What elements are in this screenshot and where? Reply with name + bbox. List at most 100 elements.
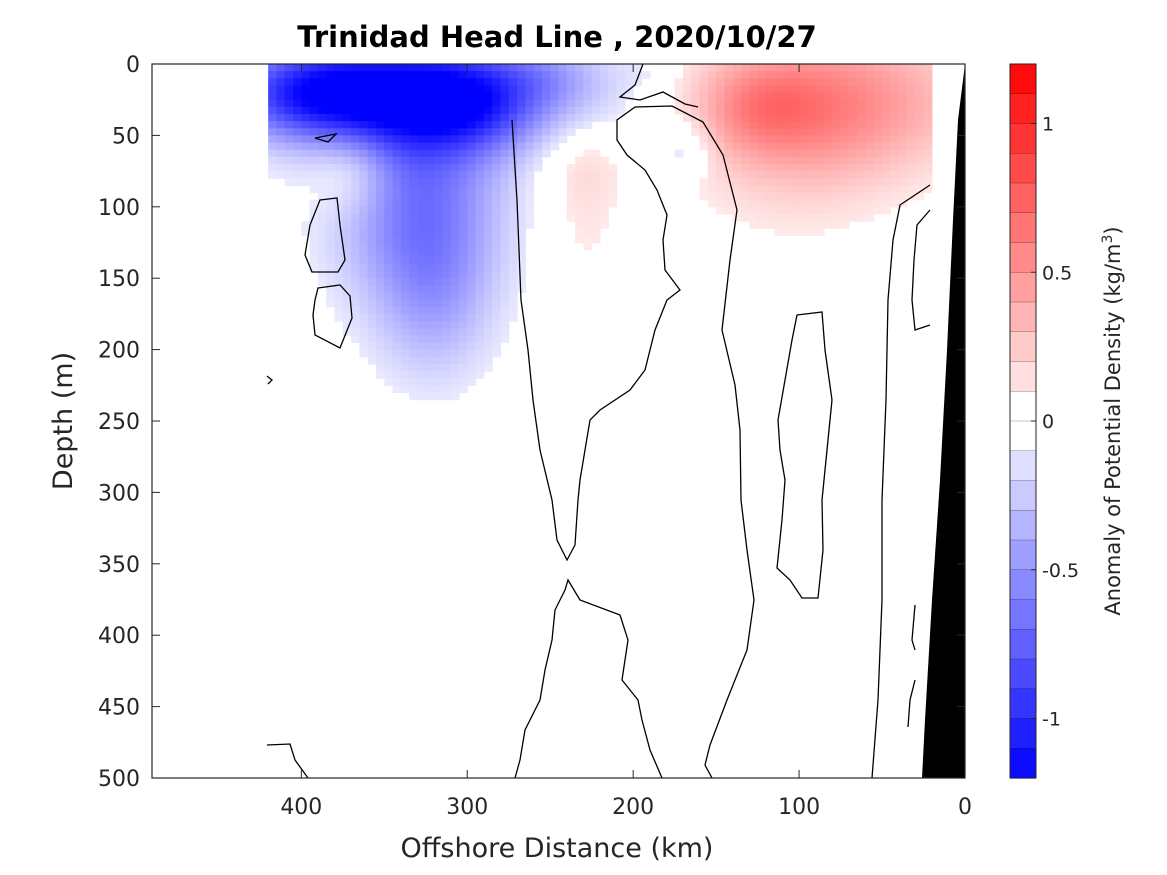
field-cell [317, 64, 327, 72]
field-cell [425, 85, 435, 94]
field-cell [541, 92, 551, 101]
field-cell [566, 99, 576, 108]
field-cell [807, 135, 817, 144]
field-cell [367, 121, 377, 129]
field-cell [293, 149, 302, 158]
field-cell [591, 106, 601, 115]
field-cell [475, 271, 485, 279]
field-cell [915, 113, 925, 122]
field-cell [458, 249, 468, 258]
field-cell [475, 278, 485, 286]
field-cell [616, 99, 626, 108]
field-cell [566, 71, 576, 79]
field-cell [351, 221, 360, 229]
field-cell [483, 235, 493, 244]
field-cell [724, 121, 734, 129]
field-cell [351, 178, 360, 186]
field-cell [508, 228, 518, 236]
field-cell [915, 99, 925, 108]
field-cell [782, 156, 792, 165]
field-cell [409, 221, 419, 229]
field-cell [500, 192, 510, 201]
field-cell [500, 71, 510, 79]
field-cell [732, 64, 742, 72]
field-cell [359, 85, 369, 94]
field-cell [541, 64, 551, 72]
field-cell [483, 113, 493, 122]
field-cell [483, 306, 493, 315]
field-cell [533, 163, 543, 172]
field-cell [392, 64, 402, 72]
colorbar-band [1010, 450, 1036, 482]
field-cell [392, 378, 402, 386]
field-cell [467, 285, 477, 294]
field-cell [492, 271, 502, 279]
field-cell [823, 221, 833, 229]
field-cell [409, 78, 419, 87]
field-cell [508, 92, 518, 101]
field-cell [450, 106, 460, 115]
field-cell [367, 228, 377, 236]
field-cell [898, 156, 908, 165]
field-cell [458, 135, 468, 144]
field-cell [458, 378, 468, 386]
field-cell [434, 192, 443, 201]
field-cell [317, 135, 327, 144]
field-cell [840, 192, 850, 201]
field-cell [400, 335, 410, 344]
field-cell [384, 142, 394, 151]
field-cell [799, 135, 808, 144]
field-cell [799, 156, 808, 165]
field-cell [417, 156, 427, 165]
field-cell [359, 156, 369, 165]
y-tick-label: 350 [98, 553, 140, 578]
field-cell [450, 378, 460, 386]
field-cell [483, 178, 493, 186]
field-cell [417, 349, 427, 358]
field-cell [757, 213, 767, 222]
field-cell [309, 178, 319, 186]
field-cell [599, 199, 609, 208]
field-cell [815, 85, 825, 94]
field-cell [815, 121, 825, 129]
field-cell [425, 149, 435, 158]
field-cell [425, 392, 435, 401]
field-cell [765, 92, 775, 101]
field-cell [799, 213, 808, 222]
field-cell [425, 228, 435, 236]
field-cell [359, 271, 369, 279]
field-cell [566, 92, 576, 101]
field-cell [525, 171, 535, 179]
field-cell [475, 299, 485, 308]
field-cell [525, 78, 535, 87]
field-cell [367, 256, 377, 265]
field-cell [682, 78, 692, 87]
field-cell [467, 149, 477, 158]
field-cell [384, 64, 394, 72]
field-cell [467, 242, 477, 251]
field-cell [309, 221, 319, 229]
field-cell [583, 113, 593, 122]
field-cell [400, 106, 410, 115]
field-cell [807, 228, 817, 236]
field-cell [417, 256, 427, 265]
field-cell [384, 185, 394, 194]
field-cell [898, 85, 908, 94]
field-cell [475, 78, 485, 87]
field-cell [400, 242, 410, 251]
field-cell [284, 163, 294, 172]
field-cell [741, 156, 750, 165]
field-cell [293, 128, 302, 136]
field-cell [882, 92, 891, 101]
field-cell [508, 206, 518, 215]
colorbar-band [1010, 123, 1036, 154]
field-cell [458, 149, 468, 158]
field-cell [301, 135, 311, 144]
field-cell [583, 192, 593, 201]
field-cell [384, 192, 394, 201]
field-cell [425, 78, 435, 87]
field-cell [757, 106, 767, 115]
field-cell [848, 142, 858, 151]
field-cell [367, 271, 377, 279]
field-cell [458, 271, 468, 279]
